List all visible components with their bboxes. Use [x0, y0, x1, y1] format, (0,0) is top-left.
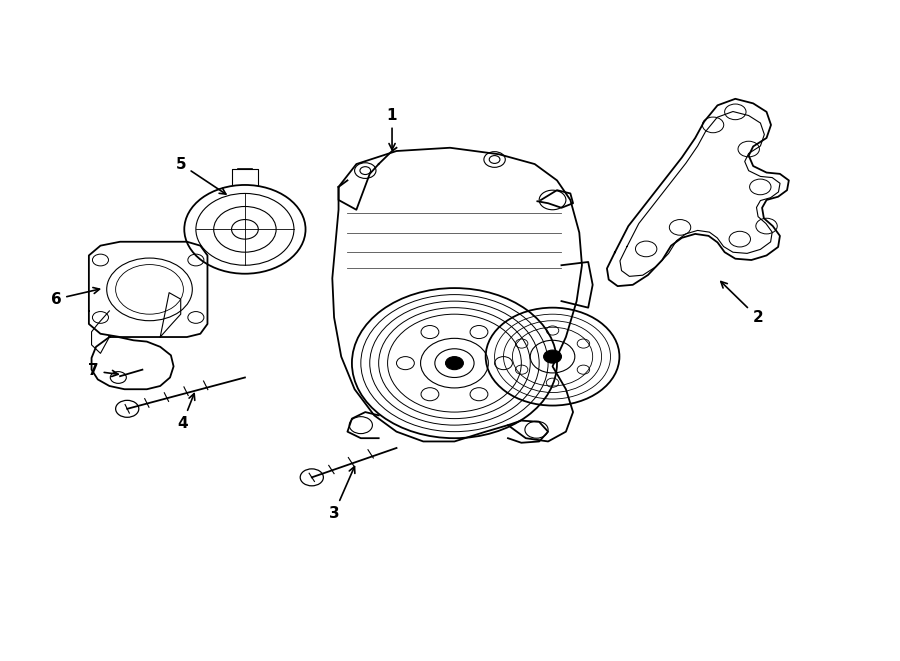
Text: 6: 6 — [50, 288, 100, 307]
Text: 2: 2 — [721, 282, 763, 325]
Circle shape — [544, 350, 562, 363]
Text: 7: 7 — [88, 364, 118, 379]
Circle shape — [446, 356, 464, 369]
Text: 5: 5 — [176, 157, 226, 194]
Text: 4: 4 — [177, 393, 194, 431]
Text: 1: 1 — [387, 108, 397, 149]
Text: 3: 3 — [328, 467, 355, 521]
